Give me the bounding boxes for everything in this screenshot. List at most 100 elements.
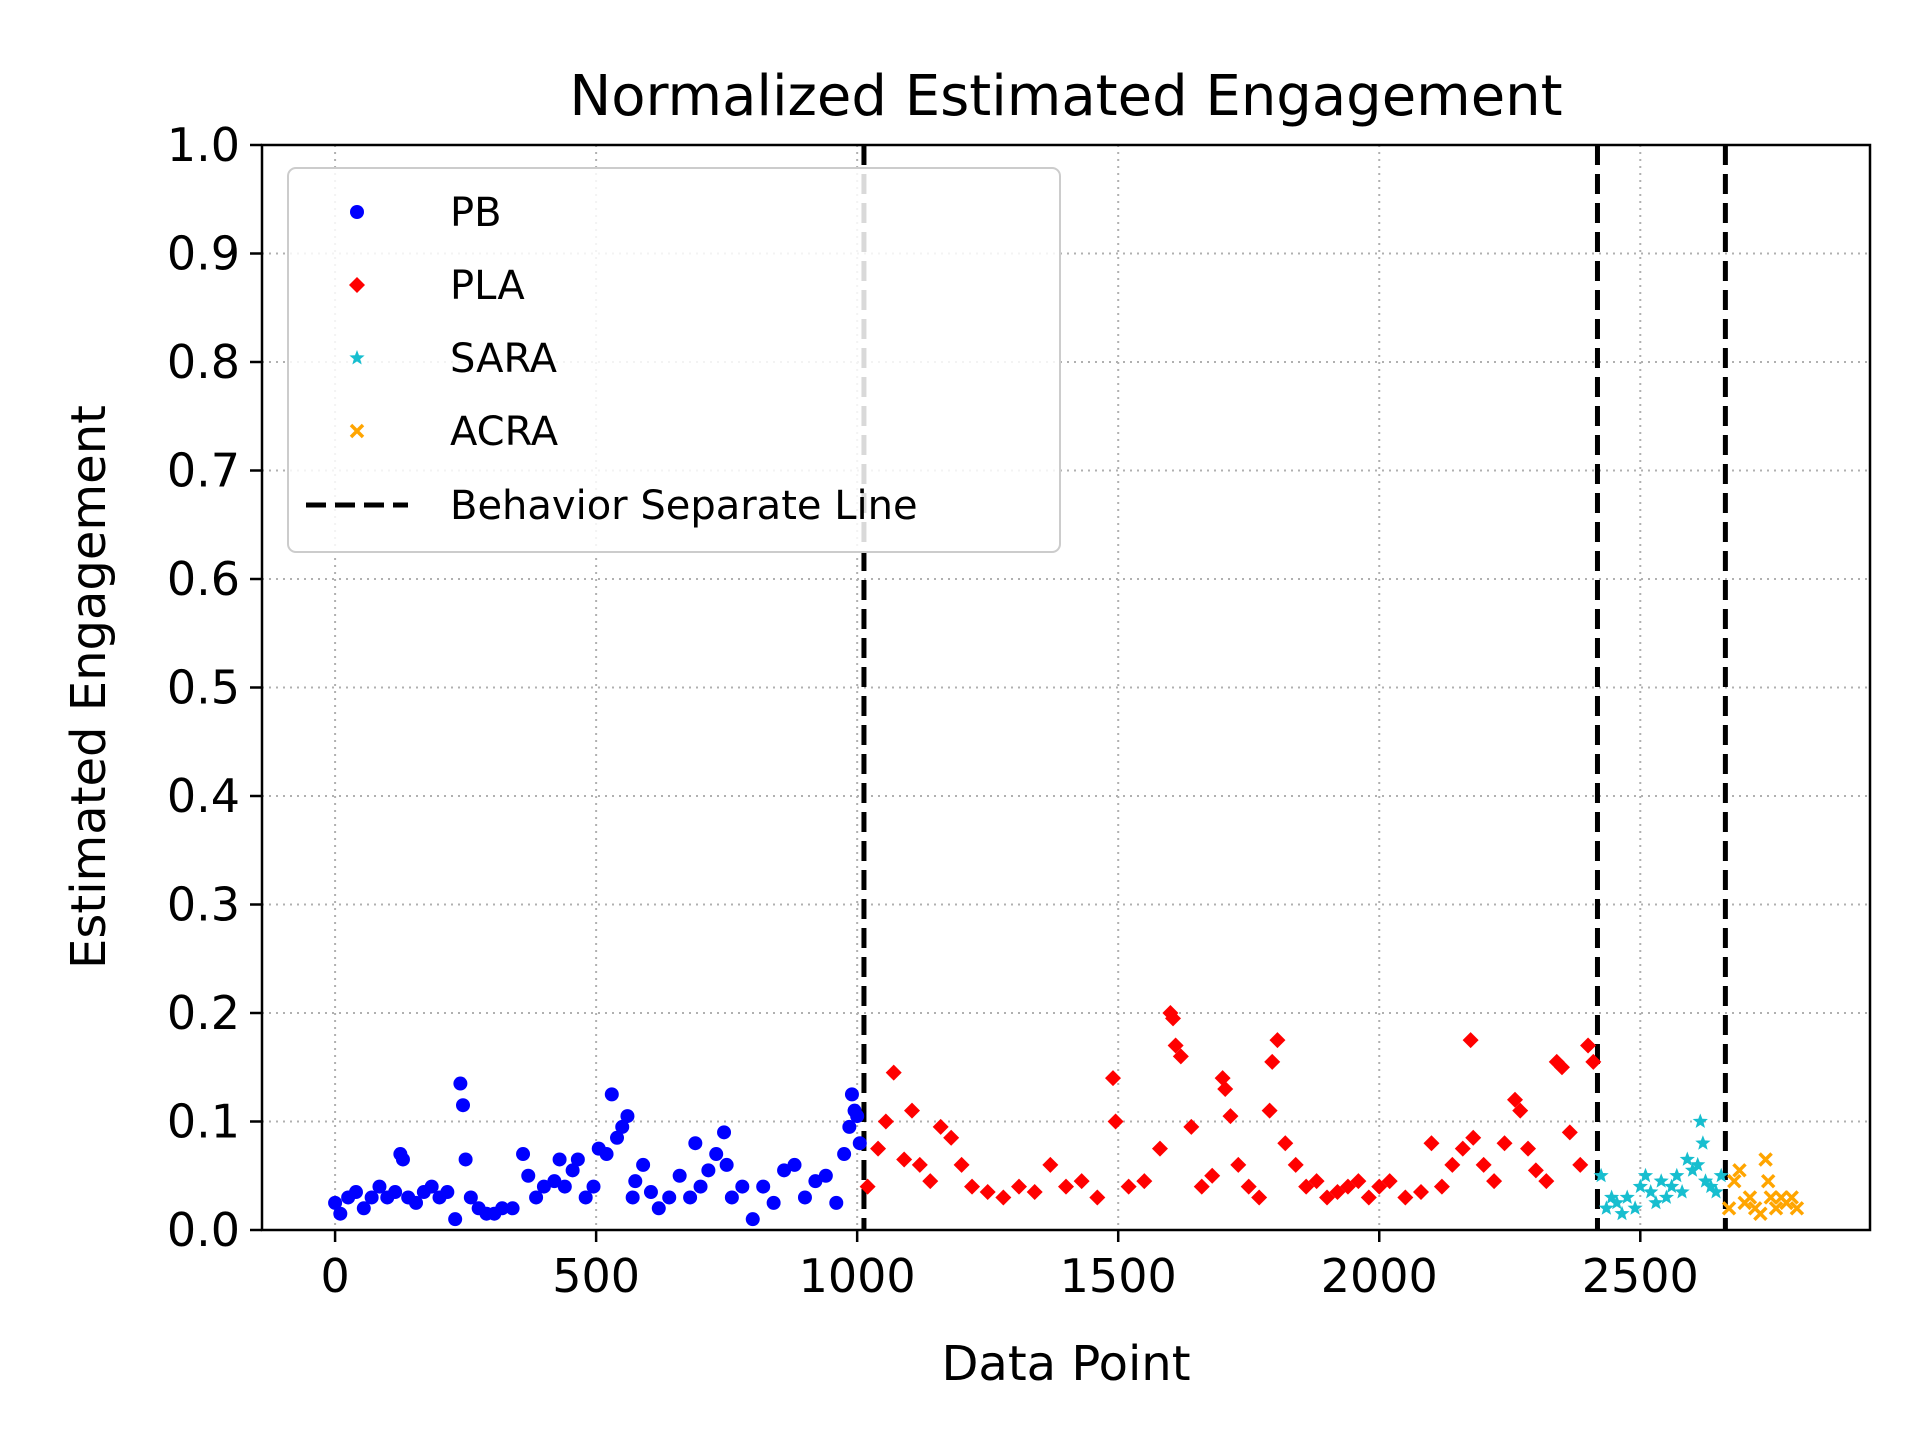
point-pb (547, 1174, 562, 1189)
point-pb (693, 1179, 708, 1194)
legend-label: Behavior Separate Line (450, 483, 918, 529)
point-pla (1217, 1080, 1234, 1097)
legend-label: PB (450, 190, 502, 236)
point-sara (1690, 1156, 1706, 1172)
point-pb (458, 1152, 473, 1167)
point-pb (719, 1157, 734, 1172)
point-pb (536, 1179, 551, 1194)
point-pb (440, 1185, 455, 1200)
x-tick-label: 2500 (1582, 1249, 1699, 1303)
axis-ticks: 0 500 1000 1500 2000 2500 0.0 0.1 0.2 0.3 0.4 0.5 0.… (167, 118, 1699, 1303)
point-pla (1193, 1178, 1210, 1195)
point-pla (1136, 1173, 1153, 1190)
point-pb (852, 1136, 867, 1151)
point-pla (953, 1156, 970, 1173)
point-pb (610, 1130, 625, 1145)
point-pla (1585, 1053, 1602, 1070)
point-sara (1643, 1184, 1659, 1199)
point-acra (1721, 1201, 1737, 1216)
point-pla (1381, 1173, 1398, 1190)
y-tick-label: 0.5 (167, 661, 240, 715)
point-pla (1151, 1140, 1168, 1157)
point-pb (709, 1147, 724, 1162)
point-pb (448, 1212, 463, 1227)
legend-item-pb: PB (350, 190, 502, 236)
point-pla (1089, 1189, 1106, 1206)
point-pb (636, 1157, 651, 1172)
series-pb (328, 1076, 867, 1227)
point-pla (1512, 1102, 1529, 1119)
point-pla (1475, 1156, 1492, 1173)
point-sara (1609, 1194, 1625, 1210)
y-axis-label: Estimated Engagement (61, 405, 117, 969)
point-pla (1204, 1167, 1221, 1184)
legend-marker-pb (350, 205, 364, 219)
point-pb (565, 1163, 580, 1178)
point-pb (683, 1190, 698, 1205)
point-sara (1593, 1167, 1609, 1183)
point-pla (1413, 1184, 1430, 1201)
y-tick-label: 0.9 (167, 227, 240, 281)
point-pla (1538, 1173, 1555, 1190)
point-pb (570, 1152, 585, 1167)
y-tick-label: 0.4 (167, 769, 240, 823)
point-sara (1692, 1113, 1708, 1128)
point-pla (1465, 1129, 1482, 1146)
point-pla (870, 1140, 887, 1157)
point-sara (1614, 1205, 1630, 1221)
point-pb (829, 1195, 844, 1210)
point-pla (979, 1184, 996, 1201)
point-pla (1527, 1162, 1544, 1179)
point-pla (1397, 1189, 1414, 1206)
point-pb (364, 1190, 379, 1205)
point-pla (1277, 1135, 1294, 1152)
point-pb (521, 1168, 536, 1183)
series-pla (859, 1005, 1602, 1206)
point-sara (1669, 1167, 1685, 1183)
point-pb (424, 1179, 439, 1194)
point-sara (1713, 1167, 1729, 1183)
point-sara (1627, 1200, 1643, 1215)
point-pla (1104, 1070, 1121, 1087)
point-sara (1637, 1167, 1654, 1183)
y-tick-label: 0.7 (167, 444, 240, 498)
point-pla (1026, 1184, 1043, 1201)
legend-item-pla: PLA (349, 263, 525, 309)
legend-label: PLA (450, 263, 525, 309)
point-pla (1486, 1173, 1503, 1190)
point-pla (1454, 1140, 1471, 1157)
point-acra (1784, 1190, 1799, 1205)
point-pb (818, 1168, 833, 1183)
point-acra (1758, 1152, 1773, 1167)
point-pla (1058, 1178, 1074, 1195)
point-sara (1632, 1178, 1648, 1194)
y-tick-label: 0.1 (167, 1095, 240, 1149)
point-pla (1073, 1173, 1090, 1190)
point-pla (1496, 1135, 1513, 1152)
point-pb (495, 1201, 510, 1216)
point-pb (599, 1147, 614, 1162)
point-pb (557, 1179, 572, 1194)
point-sara (1697, 1173, 1714, 1188)
point-pb (328, 1195, 343, 1210)
point-pb (348, 1185, 363, 1200)
point-pla (896, 1151, 913, 1168)
point-sara (1684, 1162, 1701, 1177)
point-pla (932, 1118, 949, 1135)
point-pb (529, 1190, 544, 1205)
y-tick-label: 0.6 (167, 552, 240, 606)
point-pb (701, 1163, 716, 1178)
data-points (328, 1005, 1805, 1227)
y-tick-label: 0.0 (167, 1203, 240, 1257)
point-pla (1444, 1156, 1461, 1173)
point-pla (1520, 1140, 1537, 1157)
legend-marker-pla (349, 277, 365, 293)
y-tick-label: 0.3 (167, 878, 240, 932)
point-acra (1789, 1201, 1805, 1216)
point-pla (1165, 1010, 1182, 1027)
point-acra (1753, 1206, 1768, 1221)
point-pb (453, 1076, 468, 1091)
legend: PB PLA SARA ACRA Behavior Separate Line (287, 167, 1061, 553)
